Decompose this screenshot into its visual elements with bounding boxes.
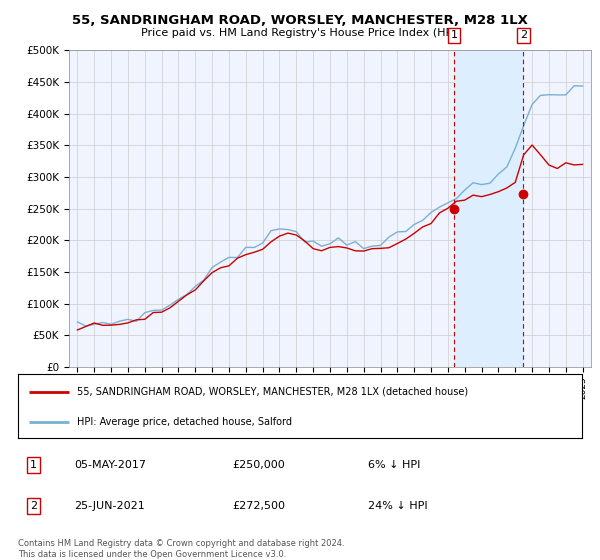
Text: 2: 2 bbox=[30, 501, 37, 511]
Text: Price paid vs. HM Land Registry's House Price Index (HPI): Price paid vs. HM Land Registry's House … bbox=[140, 28, 460, 38]
Text: Contains HM Land Registry data © Crown copyright and database right 2024.
This d: Contains HM Land Registry data © Crown c… bbox=[18, 539, 344, 559]
Text: 24% ↓ HPI: 24% ↓ HPI bbox=[368, 501, 427, 511]
Text: 05-MAY-2017: 05-MAY-2017 bbox=[74, 460, 146, 470]
Text: £272,500: £272,500 bbox=[232, 501, 286, 511]
Bar bbox=[454, 50, 523, 367]
Text: 55, SANDRINGHAM ROAD, WORSLEY, MANCHESTER, M28 1LX (detached house): 55, SANDRINGHAM ROAD, WORSLEY, MANCHESTE… bbox=[77, 386, 469, 396]
Text: 6% ↓ HPI: 6% ↓ HPI bbox=[368, 460, 420, 470]
Text: HPI: Average price, detached house, Salford: HPI: Average price, detached house, Salf… bbox=[77, 417, 292, 427]
Text: 25-JUN-2021: 25-JUN-2021 bbox=[74, 501, 145, 511]
Text: 1: 1 bbox=[451, 30, 457, 40]
Text: £250,000: £250,000 bbox=[232, 460, 285, 470]
Text: 55, SANDRINGHAM ROAD, WORSLEY, MANCHESTER, M28 1LX: 55, SANDRINGHAM ROAD, WORSLEY, MANCHESTE… bbox=[72, 14, 528, 27]
Text: 1: 1 bbox=[30, 460, 37, 470]
Text: 2: 2 bbox=[520, 30, 527, 40]
